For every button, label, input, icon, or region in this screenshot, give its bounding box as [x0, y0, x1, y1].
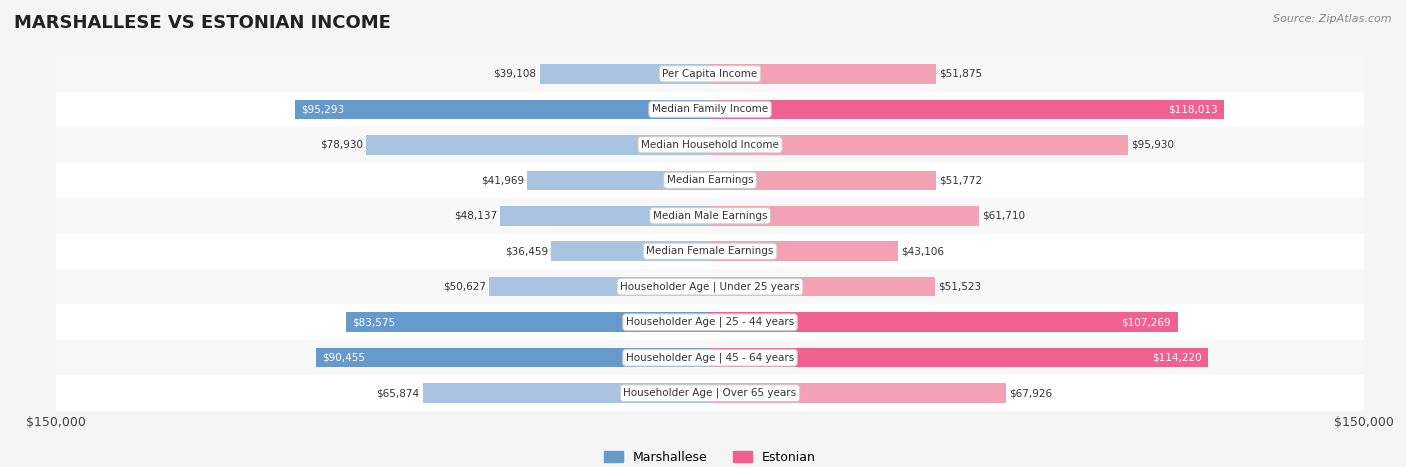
- Bar: [56, 340, 1364, 375]
- Bar: [551, 241, 710, 261]
- Bar: [710, 135, 1128, 155]
- Bar: [710, 170, 935, 190]
- Bar: [710, 348, 1208, 368]
- Bar: [710, 99, 1225, 119]
- Text: Median Family Income: Median Family Income: [652, 104, 768, 114]
- Bar: [56, 198, 1364, 234]
- Bar: [56, 269, 1364, 304]
- Text: Householder Age | Over 65 years: Householder Age | Over 65 years: [623, 388, 797, 398]
- Text: $51,523: $51,523: [938, 282, 981, 292]
- Text: $114,220: $114,220: [1152, 353, 1201, 363]
- Text: $61,710: $61,710: [983, 211, 1025, 221]
- Bar: [56, 304, 1364, 340]
- Bar: [295, 99, 710, 119]
- Bar: [501, 206, 710, 226]
- Bar: [56, 375, 1364, 411]
- Bar: [710, 277, 935, 297]
- Text: Householder Age | 45 - 64 years: Householder Age | 45 - 64 years: [626, 353, 794, 363]
- Bar: [527, 170, 710, 190]
- Bar: [710, 206, 979, 226]
- Text: $107,269: $107,269: [1122, 317, 1171, 327]
- Text: Householder Age | Under 25 years: Householder Age | Under 25 years: [620, 282, 800, 292]
- Text: Median Female Earnings: Median Female Earnings: [647, 246, 773, 256]
- Bar: [710, 383, 1007, 403]
- Bar: [56, 92, 1364, 127]
- Bar: [56, 56, 1364, 92]
- Bar: [56, 163, 1364, 198]
- Legend: Marshallese, Estonian: Marshallese, Estonian: [599, 446, 821, 467]
- Bar: [56, 234, 1364, 269]
- Text: Householder Age | 25 - 44 years: Householder Age | 25 - 44 years: [626, 317, 794, 327]
- Text: MARSHALLESE VS ESTONIAN INCOME: MARSHALLESE VS ESTONIAN INCOME: [14, 14, 391, 32]
- Bar: [710, 241, 898, 261]
- Bar: [56, 127, 1364, 163]
- Text: $36,459: $36,459: [505, 246, 548, 256]
- Text: Median Household Income: Median Household Income: [641, 140, 779, 150]
- Bar: [423, 383, 710, 403]
- Text: $65,874: $65,874: [377, 388, 419, 398]
- Text: $51,875: $51,875: [939, 69, 983, 79]
- Bar: [489, 277, 710, 297]
- Text: Per Capita Income: Per Capita Income: [662, 69, 758, 79]
- Text: $43,106: $43,106: [901, 246, 945, 256]
- Text: $39,108: $39,108: [494, 69, 536, 79]
- Bar: [710, 64, 936, 84]
- Text: $95,930: $95,930: [1132, 140, 1174, 150]
- Text: $118,013: $118,013: [1168, 104, 1218, 114]
- Bar: [366, 135, 710, 155]
- Text: $83,575: $83,575: [353, 317, 395, 327]
- Text: Source: ZipAtlas.com: Source: ZipAtlas.com: [1274, 14, 1392, 24]
- Bar: [710, 312, 1178, 332]
- Text: $95,293: $95,293: [301, 104, 344, 114]
- Bar: [316, 348, 710, 368]
- Text: $48,137: $48,137: [454, 211, 496, 221]
- Text: $51,772: $51,772: [939, 175, 981, 185]
- Text: $90,455: $90,455: [322, 353, 366, 363]
- Bar: [540, 64, 710, 84]
- Text: $41,969: $41,969: [481, 175, 524, 185]
- Text: $78,930: $78,930: [319, 140, 363, 150]
- Bar: [346, 312, 710, 332]
- Text: Median Male Earnings: Median Male Earnings: [652, 211, 768, 221]
- Text: $50,627: $50,627: [443, 282, 486, 292]
- Text: Median Earnings: Median Earnings: [666, 175, 754, 185]
- Text: $67,926: $67,926: [1010, 388, 1053, 398]
